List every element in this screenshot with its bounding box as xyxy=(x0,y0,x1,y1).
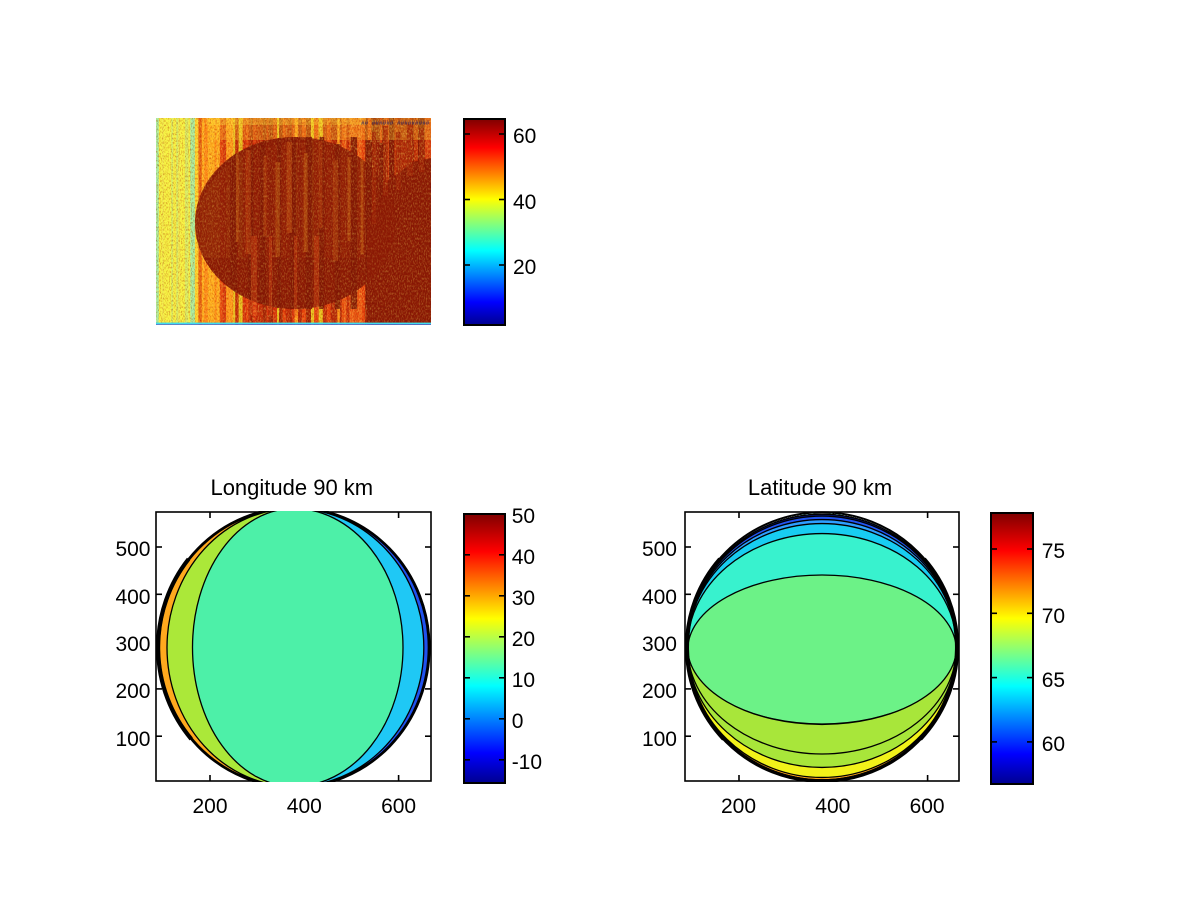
svg-text:## ###### ######### ###: ## ###### ######### ### xyxy=(361,120,431,127)
